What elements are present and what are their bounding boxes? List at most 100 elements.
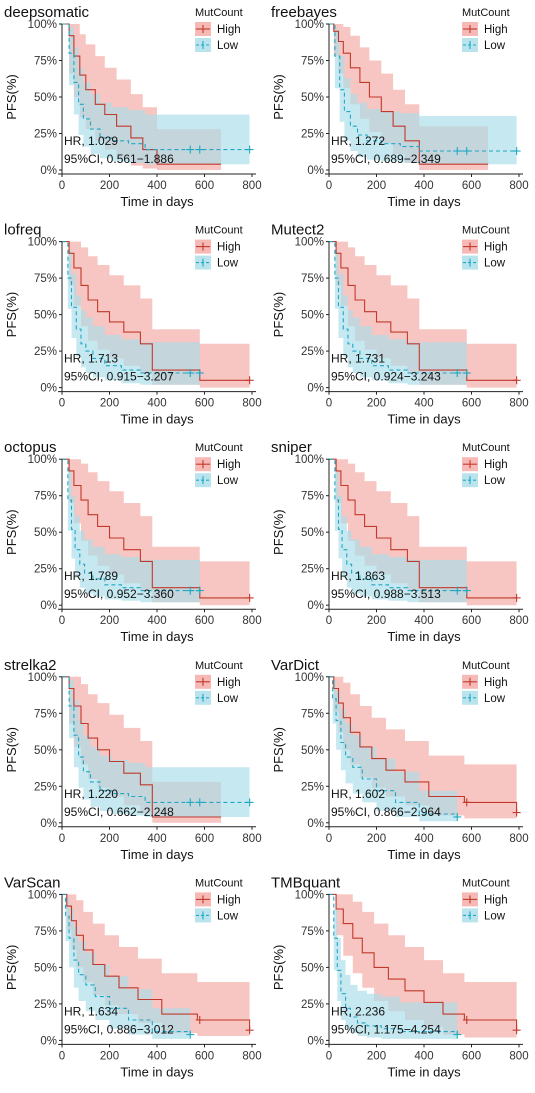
legend-label-low: Low xyxy=(484,910,506,922)
x-tick-label: 400 xyxy=(147,180,166,192)
x-tick-label: 0 xyxy=(326,1050,332,1062)
hr-annotation: HR, 1.220 xyxy=(64,787,118,801)
y-tick-label: 75% xyxy=(34,273,57,285)
y-tick-label: 25% xyxy=(301,564,324,576)
x-tick-label: 600 xyxy=(195,398,214,410)
survival-curve-low xyxy=(62,676,250,803)
legend-label-high: High xyxy=(217,459,241,471)
legend-label-low: Low xyxy=(217,475,239,487)
survival-curve-high xyxy=(62,893,251,1031)
x-tick-label: 600 xyxy=(462,180,481,192)
x-tick-label: 800 xyxy=(242,1050,261,1062)
x-tick-label: 0 xyxy=(326,180,332,192)
km-panel-2: lofreq 0% 25% 50% 75% 100% 0 200 400 600 800 Time i… xyxy=(4,222,262,427)
y-tick-label: 25% xyxy=(34,999,57,1011)
y-tick-label: 100% xyxy=(28,454,57,466)
y-tick-label: 100% xyxy=(295,889,324,901)
y-tick-label: 25% xyxy=(34,129,57,141)
x-tick-label: 800 xyxy=(242,833,261,845)
km-panel-5: sniper 0% 25% 50% 75% 100% 0 200 400 600 800 Time i… xyxy=(271,439,529,644)
panel-title: lofreq xyxy=(4,222,42,239)
x-axis-label: Time in days xyxy=(387,847,461,862)
survival-curve-low xyxy=(62,23,250,151)
y-tick-label: 100% xyxy=(295,672,324,684)
y-tick-label: 100% xyxy=(295,454,324,466)
y-tick-label: 100% xyxy=(295,237,324,249)
x-tick-label: 600 xyxy=(195,180,214,192)
y-tick-label: 0% xyxy=(40,600,57,612)
x-tick-label: 200 xyxy=(100,180,119,192)
km-panel-0: deepsomatic 0% 25% 50% 75% 100% 0 200 400 600 800 T… xyxy=(4,4,262,209)
y-tick-label: 100% xyxy=(28,19,57,31)
km-panel-6: strelka2 0% 25% 50% 75% 100% 0 200 400 600 800 Time… xyxy=(4,657,262,862)
y-tick-label: 50% xyxy=(301,527,324,539)
x-tick-label: 0 xyxy=(59,833,65,845)
x-tick-label: 200 xyxy=(100,1050,119,1062)
y-axis-label: PFS(%) xyxy=(271,727,286,773)
legend-title: MutCount xyxy=(462,660,510,672)
y-axis-label: PFS(%) xyxy=(271,509,286,555)
ci-band-low xyxy=(329,459,467,603)
legend-label-high: High xyxy=(217,677,241,689)
panel-title: sniper xyxy=(271,439,312,456)
panel-title: Mutect2 xyxy=(271,222,324,239)
x-tick-label: 200 xyxy=(100,833,119,845)
legend-title: MutCount xyxy=(195,877,243,889)
y-tick-label: 0% xyxy=(307,818,324,830)
survival-curve-high xyxy=(62,23,222,165)
legend-label-high: High xyxy=(217,894,241,906)
y-tick-label: 50% xyxy=(301,310,324,322)
legend-label-low: Low xyxy=(484,693,506,705)
x-axis-label: Time in days xyxy=(120,1064,194,1079)
x-tick-label: 200 xyxy=(367,180,386,192)
legend-title: MutCount xyxy=(195,7,243,19)
x-tick-label: 400 xyxy=(414,833,433,845)
panel-title: VarScan xyxy=(4,874,60,891)
ci-annotation: 95%CI, 0.866−2.964 xyxy=(331,805,441,819)
survival-curve-high xyxy=(329,893,518,1031)
survival-curve-high xyxy=(329,458,517,599)
x-tick-label: 600 xyxy=(462,833,481,845)
y-axis-label: PFS(%) xyxy=(4,727,19,773)
y-axis-label: PFS(%) xyxy=(4,74,19,120)
y-tick-label: 50% xyxy=(301,962,324,974)
y-tick-label: 50% xyxy=(34,962,57,974)
y-tick-label: 25% xyxy=(301,129,324,141)
x-tick-label: 400 xyxy=(147,398,166,410)
hr-annotation: HR, 1.602 xyxy=(331,787,385,801)
hr-annotation: HR, 1.863 xyxy=(331,569,385,583)
x-tick-label: 800 xyxy=(242,180,261,192)
legend-title: MutCount xyxy=(195,442,243,454)
x-axis-label: Time in days xyxy=(120,412,194,427)
ci-annotation: 95%CI, 1.175−4.254 xyxy=(331,1022,441,1036)
x-tick-label: 200 xyxy=(367,1050,386,1062)
y-tick-label: 0% xyxy=(40,165,57,177)
panel-title: strelka2 xyxy=(4,657,57,674)
y-tick-label: 0% xyxy=(40,383,57,395)
y-tick-label: 0% xyxy=(307,600,324,612)
y-tick-label: 50% xyxy=(301,92,324,104)
x-tick-label: 0 xyxy=(59,615,65,627)
km-panel-1: freebayes 0% 25% 50% 75% 100% 0 200 400 600 800 Tim… xyxy=(271,4,529,209)
ci-band-low xyxy=(62,676,250,817)
y-tick-label: 75% xyxy=(301,273,324,285)
y-tick-label: 0% xyxy=(307,1035,324,1047)
ci-annotation: 95%CI, 0.886−3.012 xyxy=(64,1022,174,1036)
y-tick-label: 75% xyxy=(34,56,57,68)
hr-annotation: HR, 1.731 xyxy=(331,352,385,366)
x-tick-label: 400 xyxy=(414,180,433,192)
ci-annotation: 95%CI, 0.988−3.513 xyxy=(331,587,441,601)
ci-band-low xyxy=(329,241,467,385)
legend-title: MutCount xyxy=(195,225,243,237)
hr-annotation: HR, 1.272 xyxy=(331,134,385,148)
x-tick-label: 200 xyxy=(367,833,386,845)
legend-label-low: Low xyxy=(484,40,506,52)
ci-band-high xyxy=(62,241,250,388)
y-tick-label: 75% xyxy=(34,491,57,503)
x-tick-label: 600 xyxy=(462,1050,481,1062)
x-tick-label: 400 xyxy=(414,398,433,410)
legend-label-low: Low xyxy=(484,258,506,270)
x-tick-label: 800 xyxy=(509,398,528,410)
ci-annotation: 95%CI, 0.924−3.243 xyxy=(331,370,441,384)
